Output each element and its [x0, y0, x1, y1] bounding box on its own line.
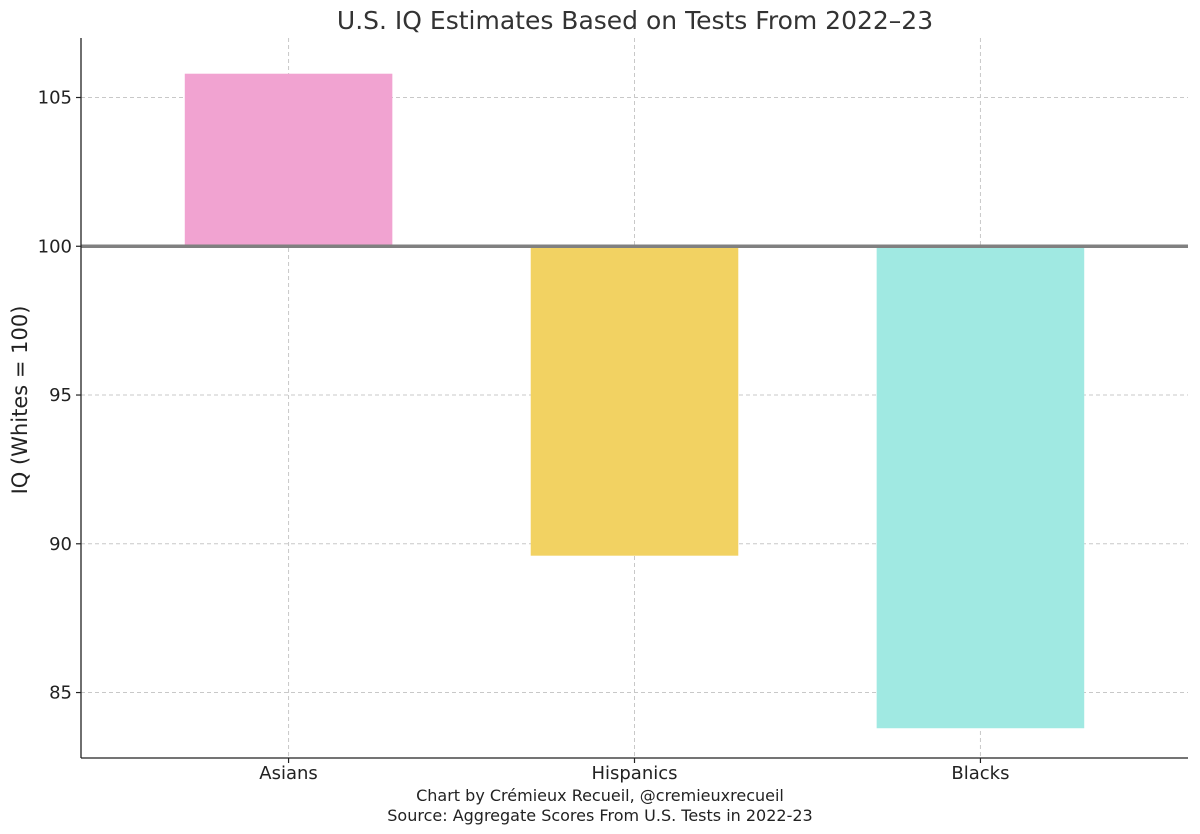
- bars: [184, 73, 1085, 729]
- y-tick-label-90: 90: [49, 534, 72, 555]
- bar-blacks: [876, 246, 1085, 729]
- y-tick-label-95: 95: [49, 385, 72, 406]
- x-tick-label-blacks: Blacks: [951, 763, 1009, 784]
- y-tick-label-85: 85: [49, 683, 72, 704]
- y-tick-label-105: 105: [38, 88, 72, 109]
- y-tick-label-100: 100: [38, 236, 72, 257]
- y-axis-label: IQ (Whites = 100): [8, 306, 32, 495]
- bar-hispanics: [530, 246, 739, 556]
- chart-title: U.S. IQ Estimates Based on Tests From 20…: [337, 6, 933, 35]
- labels: U.S. IQ Estimates Based on Tests From 20…: [8, 6, 933, 825]
- caption-source: Source: Aggregate Scores From U.S. Tests…: [387, 806, 812, 825]
- axes: 85 90 95 100 105 Asians Hispanics Blacks: [38, 38, 1188, 784]
- x-tick-label-hispanics: Hispanics: [591, 763, 677, 784]
- x-tick-label-asians: Asians: [259, 763, 318, 784]
- caption-credit: Chart by Crémieux Recueil, @cremieuxrecu…: [416, 786, 784, 805]
- bar-asians: [184, 73, 393, 247]
